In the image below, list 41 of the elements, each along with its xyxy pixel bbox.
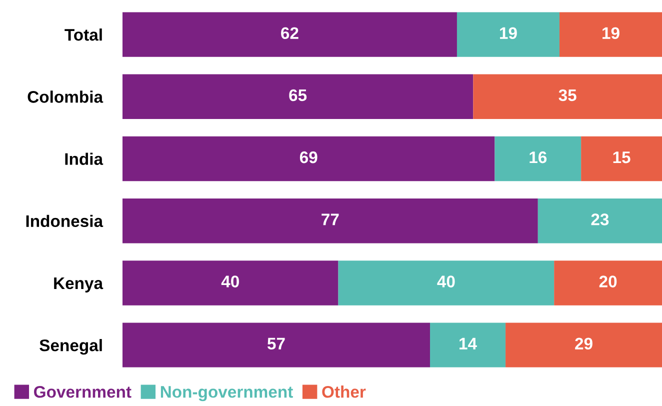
legend-label: Non-government: [160, 386, 293, 402]
y-tick-label: Senegal: [40, 339, 102, 355]
data-label: 62: [281, 27, 298, 40]
data-label: 20: [599, 276, 617, 288]
legend-label: Government: [34, 386, 132, 398]
bar: [122, 322, 430, 368]
bar: [122, 260, 338, 306]
bar: [338, 260, 554, 306]
y-tick-label: Total: [64, 28, 102, 41]
data-label: 15: [613, 152, 630, 164]
bar: [456, 12, 560, 57]
bar: [122, 74, 474, 120]
bar: [122, 12, 457, 57]
bar: [430, 322, 506, 368]
data-label: 65: [289, 89, 307, 102]
y-tick-label: Kenya: [54, 278, 104, 292]
bar: [473, 74, 662, 120]
data-label: 29: [575, 338, 592, 350]
y-tick-label: Colombia: [28, 90, 104, 103]
y-tick-label: India: [65, 152, 104, 165]
data-label: 57: [267, 338, 285, 350]
bar: [122, 136, 495, 182]
bar: [581, 136, 662, 182]
bar: [559, 12, 662, 57]
bar: [538, 198, 662, 244]
data-label: 35: [558, 89, 576, 102]
data-label: 23: [591, 214, 609, 226]
bar: [122, 198, 538, 244]
data-label: 77: [322, 214, 339, 226]
data-label: 40: [437, 276, 455, 288]
bar: [554, 260, 662, 306]
y-tick-label: Indonesia: [26, 214, 104, 228]
data-label: 19: [500, 27, 517, 40]
data-label: 14: [460, 338, 477, 350]
bar: [506, 322, 662, 368]
data-label: 69: [300, 151, 318, 164]
bar: [494, 136, 582, 182]
data-label: 16: [530, 151, 547, 164]
legend-label: Other: [322, 386, 366, 398]
data-label: 19: [602, 27, 620, 40]
data-label: 40: [221, 276, 239, 288]
